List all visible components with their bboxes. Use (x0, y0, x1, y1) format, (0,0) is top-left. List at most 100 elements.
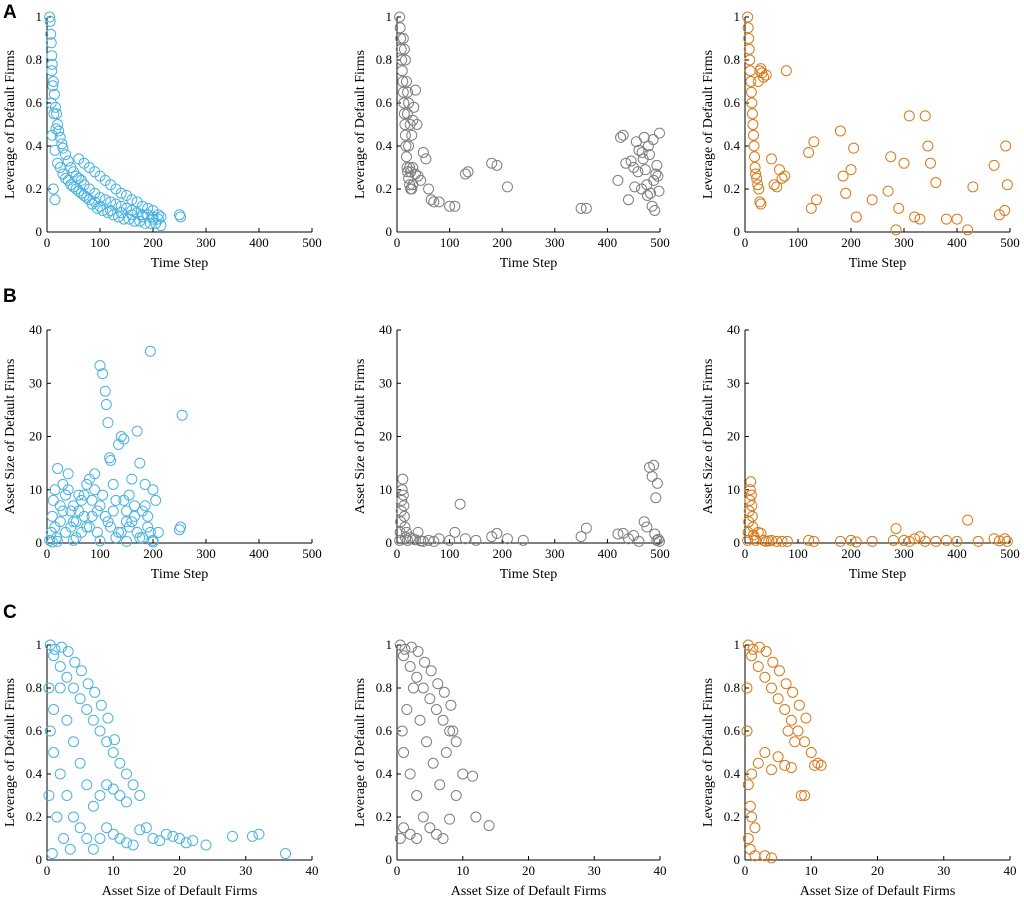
data-point (101, 822, 113, 834)
data-point (747, 643, 759, 655)
x-axis-label: Asset Size of Default Firms (800, 884, 956, 899)
data-point (885, 151, 897, 163)
x-tick-label: 100 (90, 546, 110, 561)
data-point (102, 207, 114, 219)
data-point (126, 194, 138, 206)
data-point (43, 682, 55, 694)
panel-letter-a: A (3, 2, 17, 23)
data-point (840, 187, 852, 199)
data-point (641, 189, 653, 201)
data-point (75, 494, 87, 506)
data-point (128, 215, 140, 227)
data-point (54, 682, 66, 694)
x-tick-label: 500 (302, 546, 322, 561)
y-tick-label: 0.4 (724, 766, 741, 781)
y-axis-label: Asset Size of Default Firms (3, 359, 18, 515)
data-point (754, 196, 766, 208)
data-point (454, 498, 466, 510)
data-point (575, 202, 587, 214)
data-point (94, 500, 106, 512)
data-point (200, 839, 212, 851)
data-point (639, 164, 651, 176)
data-point (246, 830, 258, 842)
data-point (848, 142, 860, 154)
y-tick-label: 1 (36, 637, 43, 652)
data-point (49, 144, 61, 156)
data-point (652, 170, 664, 182)
data-point (134, 824, 146, 836)
x-tick-label: 10 (107, 863, 120, 878)
x-tick-label: 400 (598, 235, 618, 250)
data-point (94, 725, 106, 737)
data-point (136, 532, 148, 544)
data-point (81, 779, 93, 791)
data-point (919, 535, 931, 547)
y-tick-label: 0 (734, 852, 741, 867)
y-tick-label: 0.4 (26, 766, 43, 781)
data-point (395, 33, 407, 44)
data-point (94, 535, 106, 547)
data-point (766, 534, 777, 546)
y-tick-label: 0 (36, 852, 43, 867)
data-point (62, 645, 74, 657)
x-tick-label: 0 (44, 863, 51, 878)
x-tick-label: 0 (394, 546, 401, 561)
data-point (60, 149, 72, 161)
data-point (114, 757, 126, 769)
data-point (396, 725, 408, 737)
data-point (139, 500, 151, 512)
data-point (115, 431, 127, 442)
data-point (890, 523, 902, 535)
data-point (437, 714, 449, 726)
chart-a2: 0 100 200 300 400 500 0 0.2 0.4 0.6 0.8 1 Time Step L… (353, 9, 670, 271)
data-point (174, 209, 185, 221)
y-tick-label: 0 (36, 224, 43, 239)
data-point (903, 110, 915, 122)
x-axis-label: Time Step (151, 567, 208, 582)
x-tick-label: 20 (871, 863, 884, 878)
data-point (51, 108, 63, 120)
y-tick-label: 0 (386, 535, 393, 550)
x-tick-label: 300 (196, 235, 216, 250)
x-tick-label: 30 (239, 863, 252, 878)
y-tick-label: 0.6 (26, 723, 43, 738)
data-point (752, 661, 764, 672)
data-point (580, 202, 592, 214)
data-point (651, 477, 663, 489)
data-point (811, 194, 823, 206)
data-point (398, 747, 410, 758)
data-point (646, 470, 658, 482)
data-point (121, 768, 132, 780)
x-tick-label: 0 (742, 863, 749, 878)
data-point (423, 183, 435, 195)
x-tick-label: 300 (545, 546, 565, 561)
data-point (404, 661, 416, 672)
data-point (419, 656, 431, 668)
x-tick-label: 20 (522, 863, 535, 878)
data-point (615, 131, 627, 143)
data-point (805, 747, 817, 758)
data-point (87, 714, 99, 726)
data-point (444, 725, 456, 737)
data-point (399, 643, 411, 655)
data-point (434, 779, 446, 791)
data-point (47, 494, 59, 506)
y-tick-label: 1 (734, 9, 741, 24)
data-point (776, 172, 788, 184)
data-point (755, 527, 767, 539)
data-point (115, 526, 127, 538)
x-tick-label: 400 (249, 546, 269, 561)
data-point (988, 533, 1000, 545)
data-point (749, 162, 761, 173)
data-point (128, 500, 140, 512)
data-point (746, 650, 758, 662)
data-point (407, 682, 419, 694)
data-point (750, 168, 762, 180)
data-point (402, 86, 414, 98)
data-point (134, 215, 146, 227)
x-tick-label: 300 (894, 546, 914, 561)
data-point (121, 505, 132, 517)
data-point (951, 213, 963, 225)
x-tick-label: 0 (44, 546, 51, 561)
y-axis-label: Asset Size of Default Firms (353, 359, 368, 515)
